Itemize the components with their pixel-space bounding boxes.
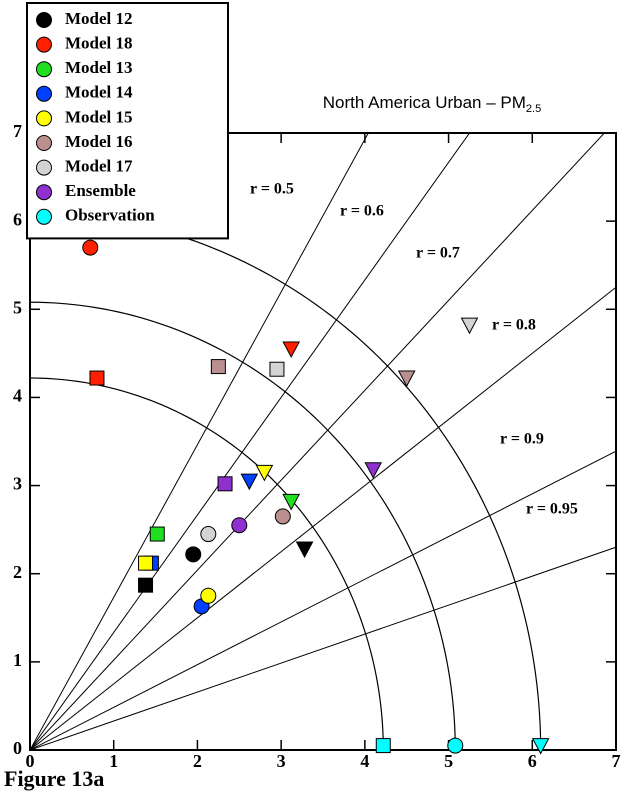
label-bg [524, 500, 585, 520]
x-tick-label: 1 [109, 751, 118, 771]
label-bg [498, 430, 552, 450]
y-tick-label: 3 [13, 474, 22, 494]
point [210, 359, 226, 375]
y-tick-label: 4 [13, 386, 22, 406]
point [89, 370, 105, 386]
y-tick-label: 0 [13, 738, 22, 758]
point [364, 462, 383, 479]
point [255, 464, 274, 482]
correlation-label: r = 0.6 [340, 203, 384, 220]
correlation-line [30, 133, 606, 750]
y-tick-label: 7 [13, 121, 22, 141]
chart-title: North America Urban – PM2.5 [323, 93, 541, 114]
plot-frame [29, 132, 617, 751]
y-tick-label: 2 [13, 562, 22, 582]
y-tick-label: 5 [13, 297, 22, 317]
legend-label: Model 17 [65, 157, 133, 176]
legend-marker [36, 36, 52, 53]
legend-marker [36, 208, 52, 225]
legend-label: Ensemble [65, 181, 136, 200]
legend-marker [36, 135, 52, 151]
correlation-label: r = 0.8 [492, 317, 536, 334]
x-tick-label: 3 [277, 751, 286, 771]
legend-marker [36, 12, 52, 28]
std-arc [30, 211, 542, 750]
point [231, 517, 248, 534]
x-tick-label: 6 [528, 751, 537, 771]
point [200, 587, 217, 604]
y-tick-label: 6 [13, 209, 22, 229]
point [282, 341, 301, 359]
legend-label: Observation [65, 206, 155, 225]
legend-label: Model 12 [65, 9, 133, 28]
point [217, 476, 233, 492]
correlation-line [30, 133, 369, 750]
legend-box [26, 2, 229, 240]
x-tick-label: 7 [612, 751, 621, 771]
legend-marker [36, 159, 52, 176]
correlation-label: r = 0.95 [526, 501, 578, 518]
x-tick-label: 4 [360, 751, 369, 771]
correlation-line [30, 546, 616, 750]
point [274, 508, 291, 525]
label-bg [414, 244, 468, 264]
correlation-line [30, 450, 616, 750]
x-tick-label: 0 [26, 751, 35, 771]
point [200, 526, 217, 543]
legend-marker [36, 85, 52, 102]
legend-label: Model 15 [65, 107, 133, 126]
point [269, 361, 285, 377]
point [282, 493, 301, 511]
legend-label: Model 16 [65, 132, 133, 151]
legend-label: Model 13 [65, 58, 133, 77]
plot [30, 133, 616, 750]
legend-marker [36, 184, 52, 201]
legend-marker [36, 110, 52, 127]
label-bg [248, 180, 302, 200]
std-arc [30, 377, 384, 750]
point [295, 541, 314, 559]
point [82, 239, 99, 256]
legend-marker [36, 61, 52, 78]
label-bg [490, 316, 544, 336]
point [149, 526, 165, 542]
std-arc [30, 301, 456, 750]
point [138, 577, 154, 593]
legend-label: Model 18 [65, 34, 133, 53]
x-tick-label: 2 [193, 751, 202, 771]
x-tick-label: 5 [444, 751, 453, 771]
correlation-line [30, 286, 616, 750]
correlation-label: r = 0.9 [500, 431, 544, 448]
point [460, 317, 479, 335]
point [375, 738, 391, 754]
caption: Figure 13a [4, 766, 104, 791]
correlation-label: r = 0.5 [250, 181, 294, 198]
point [185, 546, 202, 563]
point [138, 555, 154, 571]
label-bg [338, 202, 392, 222]
point [240, 473, 259, 491]
point [397, 370, 416, 388]
correlation-label: r = 0.7 [416, 245, 460, 262]
point [531, 738, 550, 755]
correlation-line [30, 133, 471, 750]
y-tick-label: 1 [13, 650, 22, 670]
legend-label: Model 14 [65, 83, 133, 102]
point [447, 737, 464, 754]
